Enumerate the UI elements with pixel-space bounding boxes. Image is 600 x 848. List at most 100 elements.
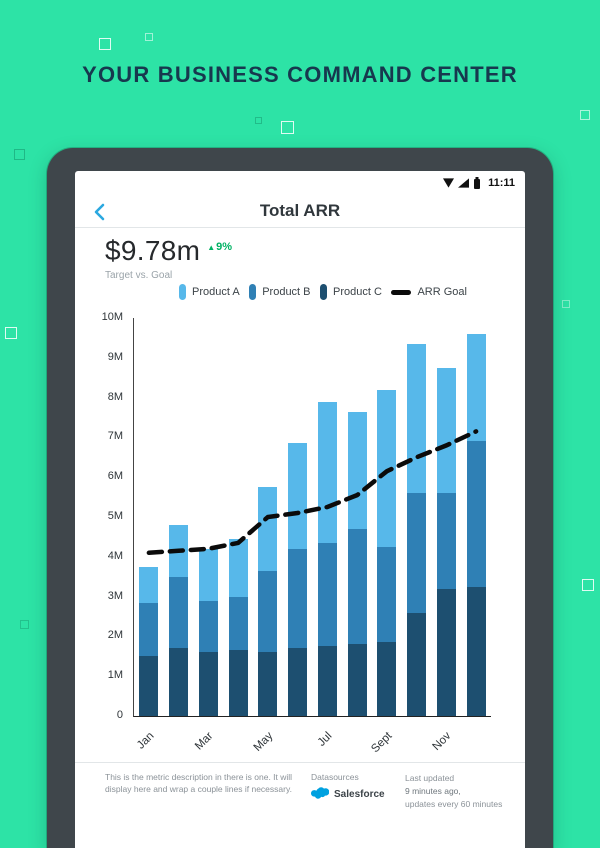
bar-segment-product-a-may[interactable] (258, 487, 278, 571)
screen-footer: This is the metric description in there … (75, 762, 525, 848)
status-bar: 11:11 (443, 171, 525, 195)
tablet-frame: 11:11 Total ARR $9.78m ▲ 9% Target vs. G… (47, 148, 553, 848)
last-updated-label: Last updated (405, 773, 455, 783)
bar-segment-product-b-jul[interactable] (317, 542, 337, 647)
bar-segment-product-b-apr[interactable] (228, 596, 248, 651)
bar-segment-product-c-nov[interactable] (436, 588, 456, 716)
bar-segment-product-b-aug[interactable] (347, 529, 367, 645)
bar-segment-product-c-dec[interactable] (466, 586, 486, 716)
y-axis-label: 9M (107, 350, 123, 363)
bar-segment-product-c-jul[interactable] (317, 646, 337, 716)
legend-label: Product A (192, 286, 240, 298)
wifi-icon (443, 178, 455, 188)
bar-segment-product-b-jun[interactable] (288, 548, 308, 649)
legend-label: Product B (262, 286, 311, 298)
decor-square (99, 38, 111, 50)
legend-swatch-icon (320, 284, 328, 300)
metric-delta-value: 9% (216, 241, 233, 253)
page-title: YOUR BUSINESS COMMAND CENTER (82, 62, 518, 87)
screen-title: Total ARR (259, 201, 341, 220)
bar-segment-product-c-may[interactable] (258, 652, 278, 716)
bar-segment-product-c-apr[interactable] (228, 650, 248, 716)
up-arrow-icon: ▲ (207, 242, 216, 252)
datasources-block: Datasources Salesforce (311, 772, 385, 802)
back-button[interactable] (91, 202, 111, 222)
last-updated-block: Last updated 9 minutes ago, updates ever… (405, 772, 502, 810)
y-axis-label: 4M (107, 549, 123, 562)
bar-segment-product-a-nov[interactable] (436, 367, 456, 494)
y-axis-label: 7M (107, 430, 123, 443)
bar-segment-product-a-jan[interactable] (139, 566, 159, 603)
legend-label: Product C (333, 286, 382, 298)
bar-segment-product-a-aug[interactable] (347, 411, 367, 529)
y-axis-label: 6M (107, 470, 123, 483)
datasources-label: Datasources (311, 772, 359, 782)
y-axis-label: 5M (107, 510, 123, 522)
legend-item-arr-goal[interactable]: ARR Goal (391, 286, 467, 298)
y-axis-label: 2M (107, 629, 123, 642)
y-axis: 0 1M 2M 3M 4M 5M 6M 7M 8M 9M 10M (75, 311, 123, 721)
bar-segment-product-b-dec[interactable] (466, 441, 486, 587)
decor-square (255, 117, 262, 124)
chart-legend: Product A Product B Product C ARR Goal (179, 284, 467, 300)
goal-line-layer (146, 429, 479, 556)
bar-segment-product-b-sep[interactable] (377, 546, 397, 643)
legend-item-product-c[interactable]: Product C (320, 284, 382, 300)
bar-segment-product-a-jun[interactable] (288, 443, 308, 549)
y-axis-label: 10M (101, 311, 123, 323)
bar-segment-product-a-jul[interactable] (317, 401, 337, 543)
y-axis-label: 8M (107, 390, 123, 403)
legend-swatch-icon (179, 284, 186, 300)
decor-square (281, 121, 294, 134)
legend-label: ARR Goal (417, 286, 467, 298)
decor-square (562, 300, 570, 308)
metric-block: $9.78m ▲ 9% Target vs. Goal (105, 235, 232, 281)
cellular-signal-icon (458, 178, 470, 188)
salesforce-cloud-icon (311, 786, 330, 802)
update-frequency: updates every 60 minutes (405, 798, 503, 809)
decor-square (5, 327, 17, 339)
decor-square (20, 620, 29, 629)
bar-segment-product-b-jan[interactable] (139, 602, 159, 657)
legend-swatch-icon (249, 284, 257, 300)
metric-value: $9.78m (105, 235, 201, 266)
metric-description: This is the metric description in there … (105, 772, 293, 794)
arr-goal-line (146, 429, 479, 556)
battery-icon (473, 177, 481, 189)
bar-segment-product-b-feb[interactable] (169, 576, 189, 649)
legend-item-product-b[interactable]: Product B (249, 284, 311, 300)
decor-square (145, 33, 153, 41)
stacked-bar-chart: 0 1M 2M 3M 4M 5M 6M 7M 8M 9M 10M Jan Mar May Jul Sept N… (75, 311, 525, 773)
metric-delta: ▲ 9% (207, 241, 232, 253)
decor-square (580, 110, 590, 120)
legend-dash-icon (391, 289, 412, 295)
bar-segment-product-c-oct[interactable] (407, 612, 427, 716)
bar-segment-product-b-mar[interactable] (198, 600, 218, 653)
y-axis-label: 0 (116, 709, 123, 721)
bar-segment-product-a-apr[interactable] (228, 538, 248, 597)
datasource-name: Salesforce (334, 788, 385, 800)
y-axis-label: 3M (107, 589, 123, 602)
bar-segment-product-c-aug[interactable] (347, 644, 367, 716)
bar-segment-product-c-jan[interactable] (139, 656, 159, 716)
bar-segment-product-c-mar[interactable] (198, 652, 218, 716)
bar-segment-product-a-mar[interactable] (198, 548, 218, 601)
bar-segment-product-c-feb[interactable] (169, 648, 189, 716)
app-bar: Total ARR (75, 193, 525, 228)
decor-square (14, 149, 25, 160)
bar-segment-product-c-sep[interactable] (377, 642, 397, 716)
status-time: 11:11 (488, 177, 515, 189)
y-axis-label: 1M (107, 669, 123, 682)
legend-item-product-a[interactable]: Product A (179, 284, 240, 300)
bar-segment-product-c-jun[interactable] (288, 648, 308, 716)
metric-subtitle: Target vs. Goal (105, 270, 173, 281)
bar-segment-product-a-sep[interactable] (377, 389, 397, 547)
datasource-item[interactable]: Salesforce (311, 786, 385, 802)
bar-segment-product-a-dec[interactable] (466, 333, 486, 442)
app-screen: 11:11 Total ARR $9.78m ▲ 9% Target vs. G… (75, 171, 525, 848)
bar-segment-product-b-may[interactable] (258, 570, 278, 653)
bar-segment-product-b-nov[interactable] (436, 493, 456, 589)
plot-area (133, 318, 491, 717)
bar-segment-product-b-oct[interactable] (407, 493, 427, 613)
last-updated-value: 9 minutes ago, (405, 785, 461, 796)
